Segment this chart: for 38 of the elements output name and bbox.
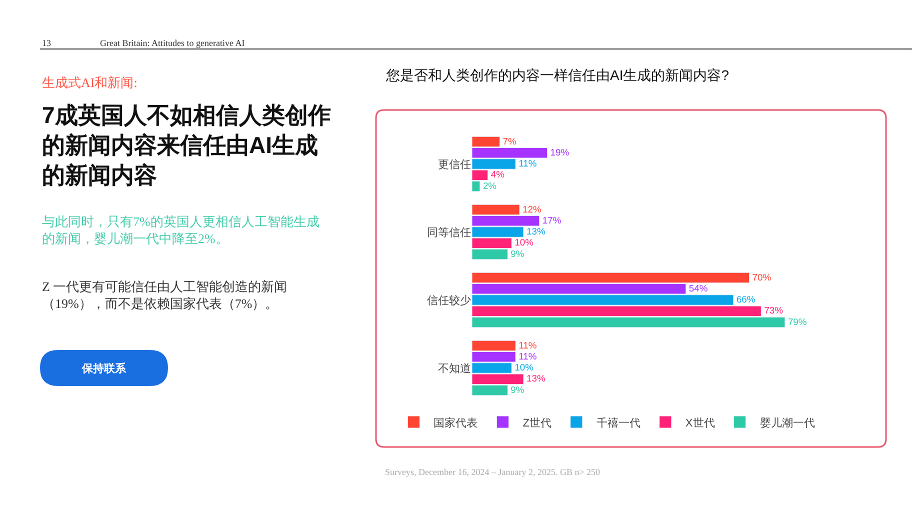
data-label: 9% (510, 384, 525, 395)
data-label: 9% (510, 248, 525, 259)
chart-title: 您是否和人类创作的内容一样信任由AI生成的新闻内容? (385, 67, 730, 83)
y-tick-label: 更信任 (438, 158, 471, 171)
data-label: 73% (764, 304, 784, 316)
legend-label: 婴儿潮一代 (760, 416, 815, 430)
legend-label: 千禧一代 (596, 416, 640, 430)
data-label: 11% (518, 350, 538, 362)
legend-label: X世代 (685, 416, 715, 430)
text: 与此同时，只有7%的英国人更相信人工智能生成的新闻，婴儿潮一代中降至2%。 (42, 214, 320, 246)
y-tick-label: 信任较少 (427, 294, 471, 307)
text: 7成英国人不如相信人类创作的新闻内容来信任由AI生成的新闻内容 (42, 102, 331, 188)
data-label: 7% (502, 135, 517, 146)
data-label: 17% (542, 214, 562, 226)
text: Z 一代更有可能信任由人工智能创造的新闻（19%），而不是依赖国家代表（7%）。 (42, 279, 288, 311)
data-label: 70% (752, 271, 772, 282)
text: Surveys, December 16, 2024 – January 2, 2025. GB n> 250 (385, 467, 601, 477)
legend-label: 国家代表 (434, 416, 478, 430)
data-label: 4% (490, 168, 506, 180)
data-label: 66% (736, 294, 756, 305)
data-label: 10% (514, 362, 534, 373)
text: 保持联系 (81, 362, 127, 375)
data-label: 2% (482, 180, 498, 191)
text: Great Britain: Attitudes to generative AI (100, 38, 245, 48)
data-label: 79% (788, 316, 808, 327)
y-tick-label: 不知道 (438, 362, 471, 375)
data-label: 12% (522, 203, 542, 214)
data-label: 11% (518, 158, 538, 169)
y-tick-label: 同等信任 (427, 226, 471, 239)
text: 生成式AI和新闻: (42, 75, 138, 90)
text: 13 (42, 38, 52, 48)
data-label: 54% (688, 282, 708, 294)
data-label: 11% (518, 339, 538, 350)
data-label: 19% (550, 146, 570, 158)
data-label: 10% (514, 236, 534, 248)
data-label: 13% (526, 226, 546, 237)
legend-label: Z世代 (522, 416, 552, 430)
data-label: 13% (526, 372, 546, 384)
